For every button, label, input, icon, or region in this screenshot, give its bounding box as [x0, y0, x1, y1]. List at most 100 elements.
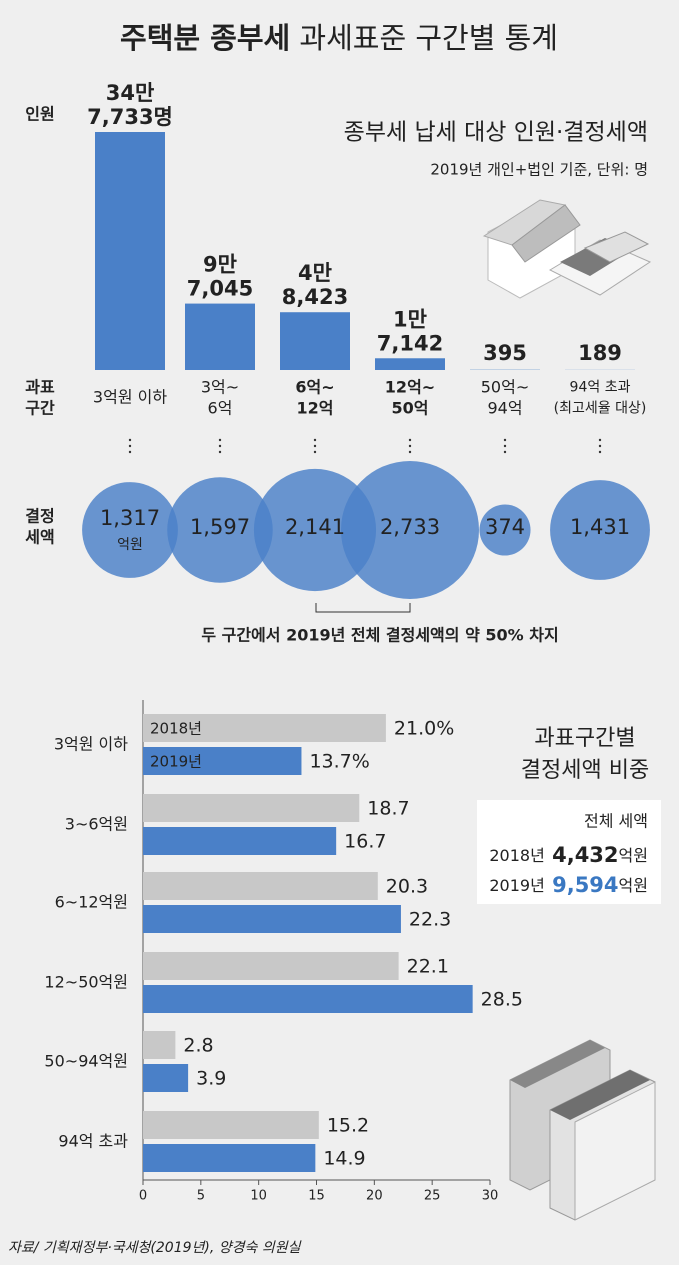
category-label: 3~6억원 [65, 815, 128, 834]
bubble-label: 374 [485, 515, 525, 539]
x-tick-label: 30 [482, 1189, 499, 1204]
subtitle: 종부세 납세 대상 인원·결정세액 [344, 120, 648, 146]
note: 2019년 개인+법인 기준, 단위: 명 [430, 161, 648, 179]
dot [503, 444, 507, 448]
total-year: 2019년 [489, 876, 544, 895]
bar [143, 952, 399, 980]
row-label: 과표 구간 [25, 377, 55, 417]
category-label: 6~12억원 [55, 893, 128, 912]
total-unit: 억원 [619, 876, 648, 895]
building-icon [509, 1039, 656, 1221]
category-label: 12억~ 50억 [385, 377, 435, 417]
total-value: 9,594 [545, 873, 619, 897]
dot [313, 450, 317, 454]
bar [95, 132, 165, 370]
x-tick-label: 20 [366, 1189, 383, 1204]
category-label: 6억~ 12억 [295, 377, 334, 417]
total-unit: 억원 [619, 846, 648, 865]
value-label: 34만 7,733명 [87, 81, 173, 129]
bar [143, 714, 386, 742]
category-label: 3억원 이하 [54, 735, 128, 754]
bubble [167, 477, 273, 583]
dot [313, 444, 317, 448]
value-label: 4만 8,423 [282, 261, 348, 309]
bar [143, 827, 337, 855]
chart-title: 주택분 종부세 과세표준 구간별 통계 [120, 21, 558, 55]
dot [218, 444, 222, 448]
x-tick-label: 15 [308, 1189, 325, 1204]
value-label: 9만 7,045 [187, 253, 253, 301]
dot [128, 450, 132, 454]
category-label: 50~94억원 [44, 1052, 128, 1071]
x-tick-label: 5 [197, 1189, 205, 1204]
x-tick-label: 0 [139, 1189, 147, 1204]
annotation: 두 구간에서 2019년 전체 결정세액의 약 50% 차지 [201, 626, 558, 645]
x-tick-label: 10 [250, 1189, 267, 1204]
value-label: 16.7 [344, 831, 386, 853]
bar [143, 872, 378, 900]
value-label: 28.5 [481, 989, 523, 1011]
bubble-label: 2,733 [380, 515, 440, 539]
bar [143, 985, 473, 1013]
bubble [479, 504, 531, 556]
bar [143, 747, 302, 775]
value-label: 1만 7,142 [377, 307, 443, 355]
bar [143, 794, 360, 822]
bubble-label: 1,317 [100, 506, 160, 530]
dot [218, 450, 222, 454]
bar [375, 358, 445, 370]
dot [128, 444, 132, 448]
legend-label: 2018년 [150, 720, 202, 738]
dot [313, 438, 317, 442]
dot [598, 450, 602, 454]
bar [143, 1031, 176, 1059]
category-label: 3억~ 6억 [201, 377, 239, 417]
category-label: 3억원 이하 [93, 388, 167, 407]
value-label: 3.9 [196, 1068, 226, 1090]
dot [503, 450, 507, 454]
source: 자료/ 기획재정부·국세청(2019년), 양경숙 의원실 [8, 1240, 302, 1256]
bar [143, 1144, 316, 1172]
bubble [341, 461, 479, 599]
x-tick-label: 25 [424, 1189, 441, 1204]
bubble-label: 1,431 [570, 515, 630, 539]
total: 2018년 4,432억원 [489, 843, 648, 867]
value-label: 22.3 [409, 909, 451, 931]
house-icon [482, 199, 652, 299]
value-label: 395 [483, 341, 527, 365]
dot [503, 438, 507, 442]
bubble-label: 2,141 [285, 515, 345, 539]
value-label: 189 [578, 341, 622, 365]
bubble [550, 480, 650, 580]
totals-box [477, 800, 661, 904]
value-label: 20.3 [386, 876, 428, 898]
bar [143, 905, 401, 933]
value-label: 21.0% [394, 718, 454, 740]
value-label: 13.7% [309, 751, 369, 773]
dot [408, 444, 412, 448]
category-label: 12~50억원 [44, 973, 128, 992]
value-label: 14.9 [323, 1148, 365, 1170]
chart-title: 과표구간별 결정세액 비중 [521, 726, 649, 783]
bar [143, 1111, 319, 1139]
dot [598, 438, 602, 442]
bracket [315, 603, 411, 613]
category-label: 94억 초과 [58, 1132, 128, 1151]
category-label: 94억 초과 (최고세율 대상) [554, 380, 647, 417]
dot [408, 438, 412, 442]
row-label: 결정 세액 [25, 506, 54, 546]
bubble-label: 1,597 [190, 515, 250, 539]
bar [280, 312, 350, 370]
total-year: 2018년 [489, 846, 544, 865]
dot [598, 444, 602, 448]
dot [218, 438, 222, 442]
bar [185, 303, 255, 370]
value-label: 2.8 [183, 1035, 213, 1057]
totals-title: 전체 세액 [584, 812, 648, 831]
dot [408, 450, 412, 454]
value-label: 18.7 [367, 798, 409, 820]
legend-label: 2019년 [150, 753, 202, 771]
bar [143, 1064, 189, 1092]
